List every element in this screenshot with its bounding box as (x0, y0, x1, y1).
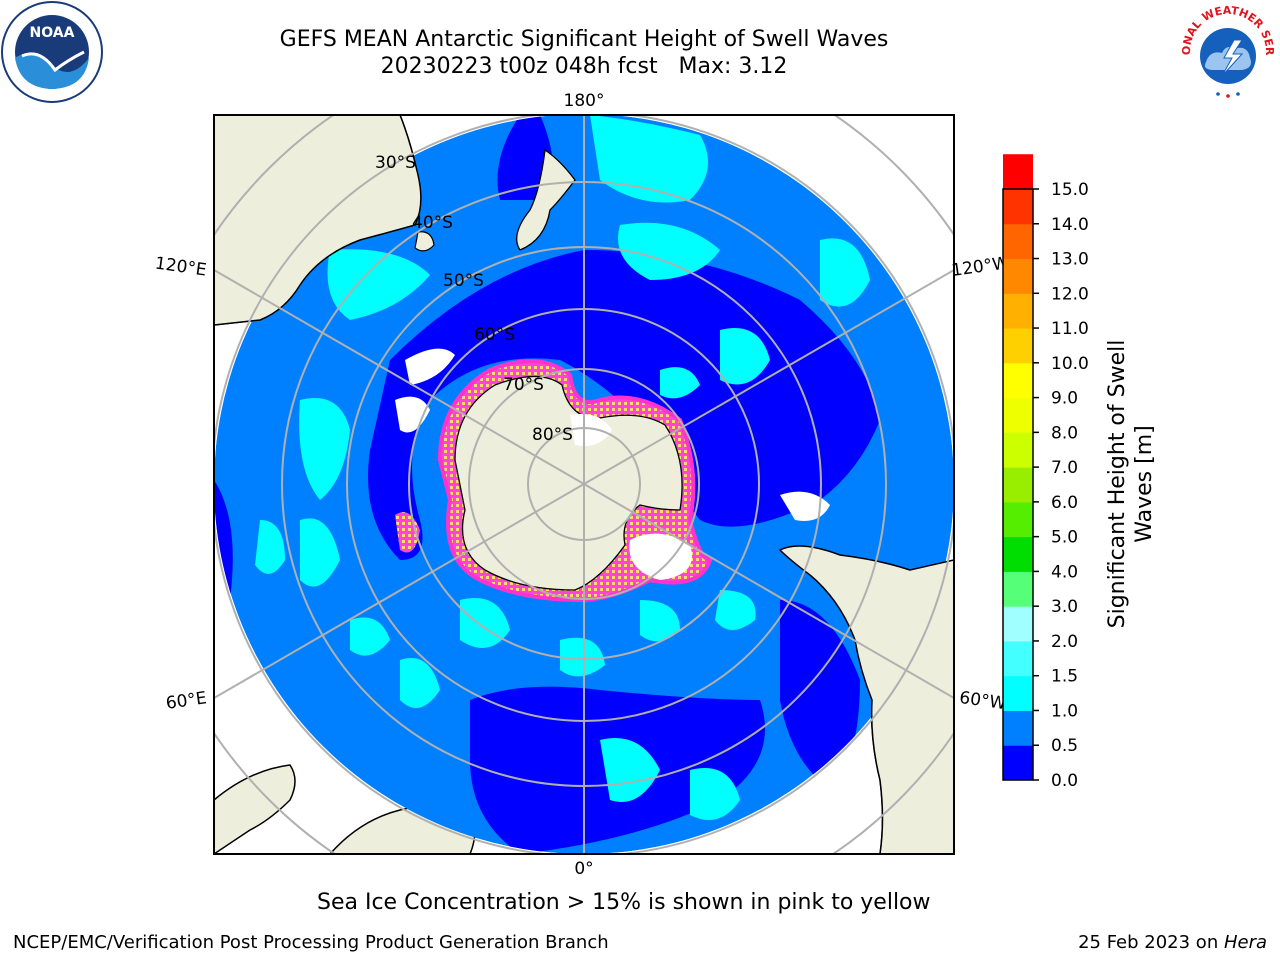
tasmania (414, 231, 435, 252)
colorbar-label-line1: Significant Height of Swell (1105, 340, 1130, 629)
footer-right: 25 Feb 2023 on Hera (1078, 932, 1267, 953)
nws-logo: NATIONAL WEATHER SERVICE (1176, 0, 1276, 100)
colorbar-tick-label: 0.0 (1051, 771, 1078, 791)
colorbar-tick-label: 4.0 (1051, 562, 1078, 582)
colorbar-bin (1003, 606, 1033, 642)
lat-label-40s: 40°S (412, 213, 453, 233)
footer-left: NCEP/EMC/Verification Post Processing Pr… (13, 932, 609, 953)
colorbar-tick-label: 1.5 (1051, 667, 1078, 687)
colorbar-tick-label: 8.0 (1051, 423, 1078, 443)
colorbar-tick-label: 15.0 (1051, 180, 1089, 200)
colorbar-bin (1003, 675, 1033, 711)
colorbar-ticks: 15.0 14.0 13.0 12.0 11.0 10.0 9.0 8.0 7.0 6.0 5.0 4… (1033, 180, 1089, 791)
colorbar-bin (1003, 710, 1033, 746)
noaa-logo: NOAA (1, 1, 103, 103)
sea-ice-caption: Sea Ice Concentration > 15% is shown in … (317, 890, 931, 915)
colorbar-tick-label: 9.0 (1051, 389, 1078, 409)
colorbar-tick-label: 12.0 (1051, 284, 1089, 304)
colorbar-bin (1003, 328, 1033, 364)
colorbar-bin (1003, 501, 1033, 538)
map-frame (213, 114, 955, 855)
colorbar-tick-label: 10.0 (1051, 354, 1089, 374)
footer-host: Hera (1223, 932, 1267, 953)
land-inside (214, 115, 954, 854)
colorbar-tick-label: 7.0 (1051, 458, 1078, 478)
colorbar-bin (1003, 467, 1033, 503)
colorbar-bin (1003, 640, 1033, 677)
lat-label-50s: 50°S (443, 271, 484, 291)
meridian-label-180: 180° (564, 91, 605, 111)
colorbar-bin (1003, 571, 1033, 607)
colorbar-tick-label: 0.5 (1051, 736, 1078, 756)
colorbar-bin (1003, 397, 1033, 433)
colorbar-bin (1003, 536, 1033, 572)
noaa-logo-text: NOAA (30, 25, 75, 41)
colorbar-bin (1003, 223, 1033, 260)
colorbar-tick-label: 11.0 (1051, 319, 1089, 339)
map-title: GEFS MEAN Antarctic Significant Height o… (279, 27, 889, 52)
colorbar-blocks (1003, 154, 1033, 781)
colorbar-tick-label: 1.0 (1051, 701, 1078, 721)
footer-date: 25 Feb 2023 on (1078, 932, 1224, 953)
map-subtitle: 20230223 t00z 048h fcst Max: 3.12 (380, 54, 788, 79)
colorbar-frame (1002, 188, 1034, 781)
colorbar-tick-label: 13.0 (1051, 250, 1089, 270)
colorbar-bin (1003, 258, 1033, 294)
lat-label-80s: 80°S (532, 425, 573, 445)
colorbar-bin (1003, 432, 1033, 468)
colorbar-tick-label: 5.0 (1051, 528, 1078, 548)
colorbar-label-line2: Waves [m] (1132, 425, 1157, 542)
colorbar-bin (1003, 745, 1033, 781)
colorbar-bin (1003, 362, 1033, 399)
lat-label-60s: 60°S (474, 325, 515, 345)
meridian-label-0: 0° (574, 859, 593, 879)
colorbar-tick-label: 14.0 (1051, 215, 1089, 235)
colorbar-bin (1003, 293, 1033, 329)
meridian-grid (214, 115, 954, 854)
colorbar-tick-label: 2.0 (1051, 632, 1078, 652)
colorbar-bin (1003, 154, 1033, 190)
high-swell-zones (255, 115, 870, 820)
lat-label-30s: 30°S (375, 153, 416, 173)
colorbar-tick-label: 6.0 (1051, 493, 1078, 513)
colorbar-tick-label: 3.0 (1051, 597, 1078, 617)
lat-label-70s: 70°S (503, 375, 544, 395)
ice-shelves (395, 348, 830, 580)
colorbar-bin (1003, 189, 1033, 225)
new-zealand (516, 148, 576, 251)
